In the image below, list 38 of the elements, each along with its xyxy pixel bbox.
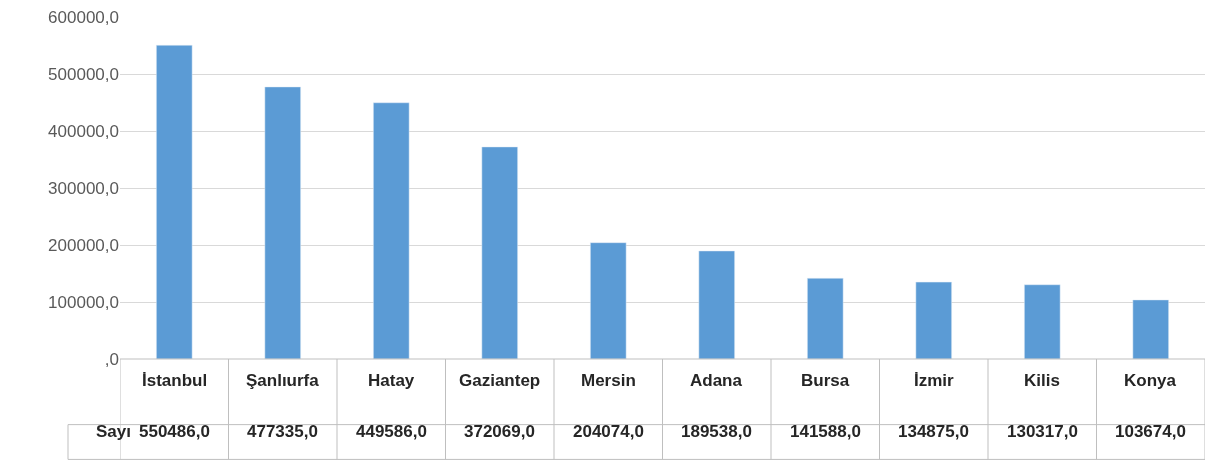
x-tick-label: Şanlıurfa: [246, 371, 320, 390]
x-tick-label: Kilis: [1024, 371, 1060, 390]
bar: [1132, 299, 1169, 359]
bar: [807, 278, 844, 359]
x-tick-label: Adana: [690, 371, 743, 390]
x-tick-label: Bursa: [801, 371, 850, 390]
data-label: 550486,0: [139, 422, 210, 441]
x-tick-label: İstanbul: [142, 371, 208, 390]
x-tick-label: İzmir: [914, 371, 955, 390]
bar: [915, 281, 952, 359]
bar: [156, 44, 193, 359]
bar: [373, 102, 410, 359]
x-tick-label: Konya: [1124, 371, 1177, 390]
bar: [590, 242, 627, 359]
y-tick-label: 200000,0: [48, 235, 119, 255]
data-label: 141588,0: [790, 422, 861, 441]
y-tick-label: 400000,0: [48, 121, 119, 141]
y-tick-label: ,0: [104, 349, 119, 369]
y-tick-label: 100000,0: [48, 292, 119, 312]
y-tick-label: 600000,0: [48, 7, 119, 27]
text: Sayı: [96, 422, 131, 441]
data-label: 134875,0: [898, 422, 969, 441]
data-label: 477335,0: [247, 422, 318, 441]
bar: [1024, 284, 1061, 359]
data-label: 372069,0: [464, 422, 535, 441]
x-tick-label: Mersin: [581, 371, 636, 390]
bar: [698, 250, 735, 359]
bar: [481, 146, 518, 359]
y-tick-label: 500000,0: [48, 64, 119, 84]
bar: [264, 86, 301, 359]
data-label: 130317,0: [1007, 422, 1078, 441]
data-label: 189538,0: [681, 422, 752, 441]
x-tick-label: Gaziantep: [459, 371, 541, 390]
x-tick-label: Hatay: [368, 371, 415, 390]
data-label: 449586,0: [356, 422, 427, 441]
y-tick-label: 300000,0: [48, 178, 119, 198]
data-label: 103674,0: [1115, 422, 1186, 441]
data-label: 204074,0: [573, 422, 644, 441]
